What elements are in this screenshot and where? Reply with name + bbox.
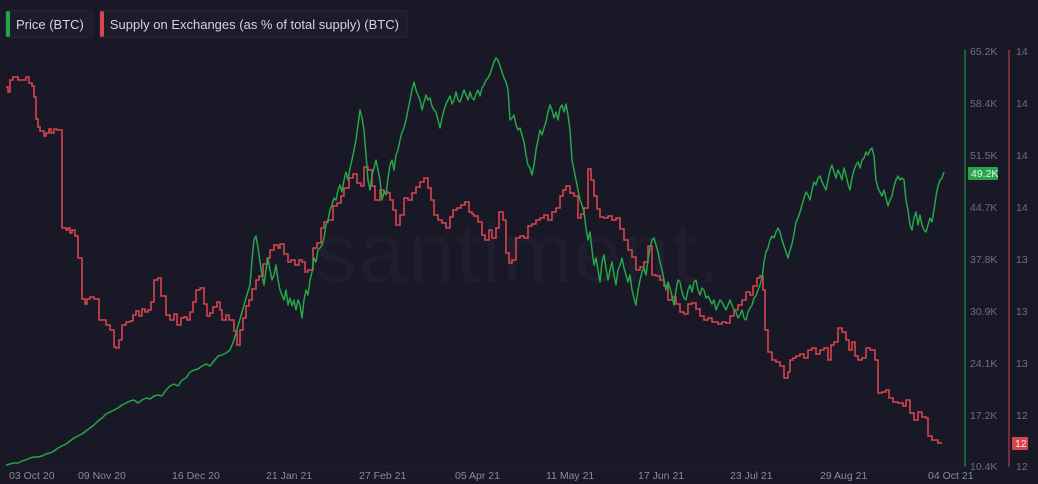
price-tick: 30.9K	[970, 306, 997, 318]
x-tick: 21 Jan 21	[266, 470, 312, 482]
price-tick: 10.4K	[970, 461, 997, 473]
price-current-value: 49.2K	[971, 168, 998, 180]
supply-series-line	[6, 76, 942, 444]
legend-label-price: Price (BTC)	[16, 16, 84, 32]
supply-tick: 13	[1016, 306, 1028, 318]
supply-color-swatch	[99, 11, 104, 37]
x-tick: 27 Feb 21	[359, 470, 406, 482]
legend-item-price[interactable]: Price (BTC)	[5, 10, 93, 38]
x-tick: 23 Jul 21	[730, 470, 773, 482]
legend-label-supply: Supply on Exchanges (as % of total suppl…	[109, 16, 399, 32]
legend-item-supply[interactable]: Supply on Exchanges (as % of total suppl…	[98, 10, 408, 38]
price-tick: 37.8K	[970, 254, 997, 266]
price-tick: 58.4K	[970, 98, 997, 110]
supply-tick: 13	[1016, 358, 1028, 370]
supply-current-badge	[1012, 437, 1028, 450]
x-tick: 04 Oct 21	[928, 470, 974, 482]
supply-tick: 14	[1016, 98, 1028, 110]
price-tick: 65.2K	[970, 46, 997, 58]
x-tick: 09 Nov 20	[78, 470, 126, 482]
x-tick: 11 May 21	[546, 470, 594, 482]
supply-tick: 12	[1016, 410, 1028, 422]
price-series-line	[5, 57, 945, 466]
price-tick: 44.7K	[970, 202, 997, 214]
x-tick: 05 Apr 21	[455, 470, 500, 482]
supply-tick: 14	[1016, 150, 1028, 162]
x-tick: 03 Oct 20	[9, 470, 55, 482]
supply-tick: 13	[1016, 254, 1028, 266]
price-tick: 17.2K	[970, 410, 997, 422]
x-tick: 17 Jun 21	[638, 470, 684, 482]
supply-current-value: 12	[1015, 438, 1027, 450]
supply-tick: 14	[1016, 46, 1028, 58]
supply-tick: 12	[1016, 461, 1028, 473]
price-tick: 51.5K	[970, 150, 997, 162]
x-tick: 16 Dec 20	[172, 470, 220, 482]
supply-tick: 14	[1016, 202, 1028, 214]
x-tick: 29 Aug 21	[820, 470, 867, 482]
price-tick: 24.1K	[970, 358, 997, 370]
price-color-swatch	[6, 11, 10, 37]
price-current-badge	[968, 167, 998, 180]
legend: Price (BTC) Supply on Exchanges (as % of…	[5, 10, 408, 38]
watermark: santiment.	[315, 206, 723, 300]
